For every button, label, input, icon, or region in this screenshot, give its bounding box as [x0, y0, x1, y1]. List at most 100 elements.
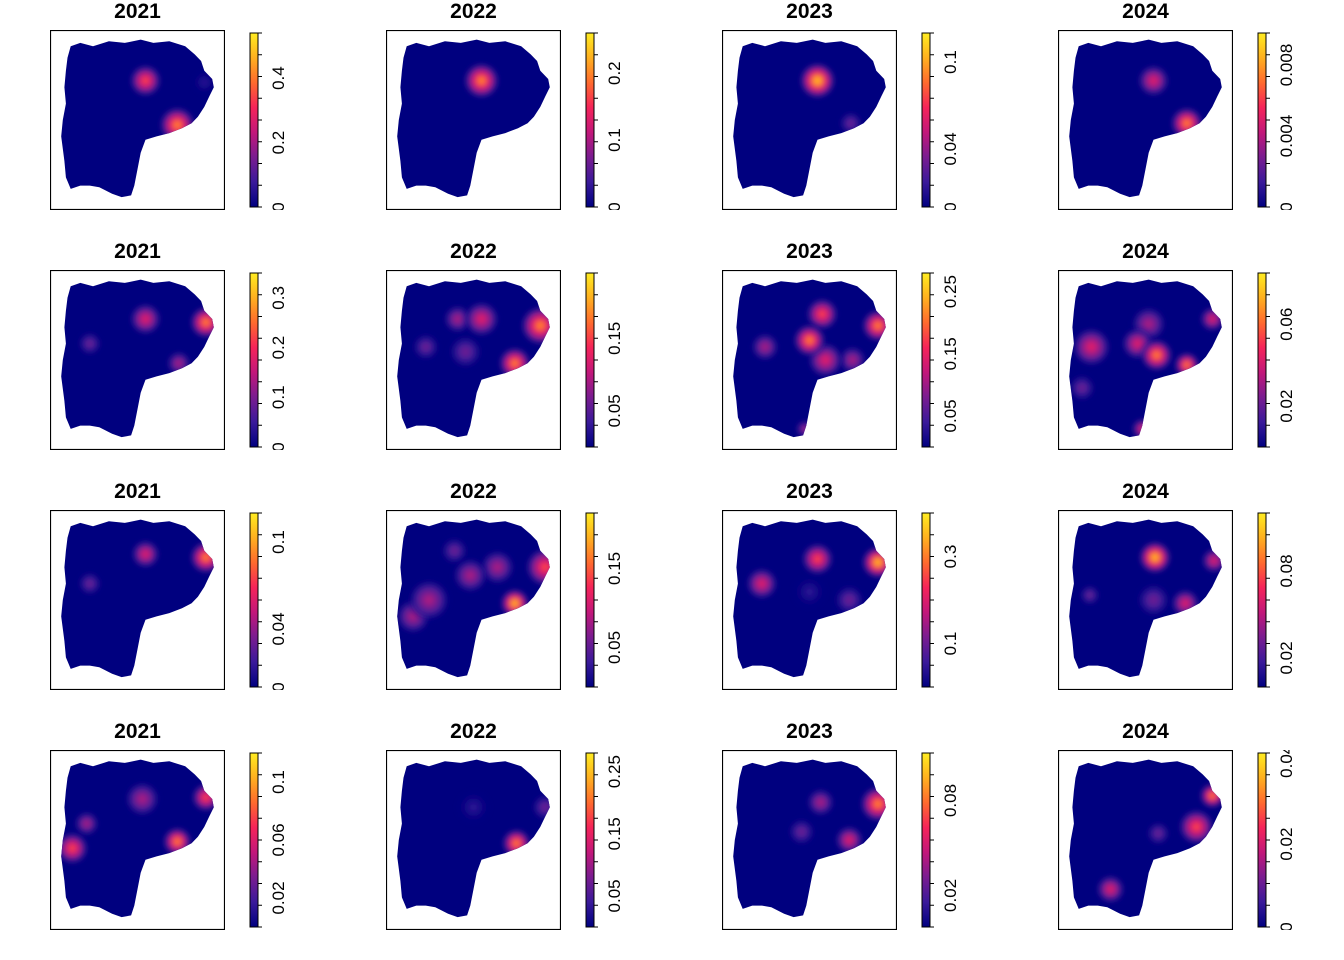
hotspot [499, 347, 531, 379]
hotspot [456, 789, 491, 825]
colorbar-tick-label: 0.25 [605, 755, 624, 788]
map-region [1069, 519, 1222, 678]
map-region [1069, 759, 1222, 918]
hotspot [835, 826, 864, 854]
hotspot [1171, 589, 1200, 618]
colorbar: 0.05 0.15 [585, 512, 624, 688]
map-background [397, 39, 550, 198]
map-frame [50, 750, 225, 930]
map-region [1069, 39, 1222, 198]
map-frame [50, 30, 225, 210]
map-frame [1058, 30, 1233, 210]
map-region [61, 759, 214, 918]
colorbar-tick-label: 0.3 [269, 286, 288, 310]
hotspot [159, 107, 195, 143]
hotspot [61, 832, 88, 864]
map-region [61, 279, 214, 438]
map-frame [722, 510, 897, 690]
hotspot [1140, 339, 1173, 371]
colorbar: 0 0.004 0.008 [1257, 32, 1296, 210]
colorbar-tick-label: 0.06 [269, 823, 288, 856]
hotspot [751, 332, 779, 361]
map-background [1069, 759, 1222, 918]
panel-title: 2021 [114, 240, 161, 263]
map-frame [1058, 750, 1233, 930]
colorbar-tick-label: 0.1 [941, 50, 960, 74]
density-map [722, 750, 897, 930]
colorbar-tick-label: 0.04 [941, 132, 960, 165]
colorbar-tick-label: 0.1 [269, 770, 288, 794]
hotspot [1171, 107, 1203, 139]
map-frame [386, 750, 561, 930]
colorbar-gradient [585, 512, 595, 688]
colorbar-tick-label: 0 [269, 682, 288, 690]
density-map [50, 270, 225, 450]
map-frame [722, 750, 897, 930]
hotspot [1200, 306, 1222, 332]
colorbar-tick-label: 0.15 [605, 322, 624, 355]
hotspot [191, 783, 214, 812]
map-region [397, 759, 550, 918]
colorbar-tick-label: 0.1 [941, 632, 960, 656]
hotspot [1146, 821, 1171, 846]
density-map [386, 510, 561, 690]
map-region [733, 279, 886, 438]
map-background [61, 279, 214, 438]
panel-title: 2021 [114, 720, 161, 743]
hotspot [792, 574, 827, 610]
map-region [397, 279, 550, 438]
hotspot [1079, 584, 1101, 606]
colorbar-tick-label: 0.3 [941, 545, 960, 569]
hotspot [443, 305, 472, 333]
colorbar: 0 0.04 0.1 [249, 512, 288, 690]
map-background [61, 519, 214, 678]
hotspot [1069, 373, 1096, 402]
colorbar-tick-label: 0.04 [1277, 750, 1296, 778]
hotspot [190, 306, 214, 338]
density-map [50, 750, 225, 930]
colorbar-tick-label: 0.1 [605, 128, 624, 152]
colorbar-tick-label: 0.1 [269, 530, 288, 554]
map-region [733, 39, 886, 198]
colorbar-gradient [921, 512, 931, 688]
hotspot [448, 334, 483, 370]
hotspot [440, 536, 469, 565]
hotspot [166, 351, 191, 376]
colorbar-tick-label: 0 [1277, 202, 1296, 210]
heatmap-panel-2023-row3: 2023 0.1 0.3 [672, 480, 1008, 720]
colorbar-tick-label: 0 [605, 202, 624, 210]
hotspot [1201, 548, 1222, 573]
colorbar-tick-label: 0.4 [269, 66, 288, 90]
panel-title: 2024 [1122, 0, 1169, 23]
colorbar: 0 0.2 0.4 [249, 32, 288, 210]
hotspot [860, 786, 886, 822]
colorbar-tick-label: 0 [269, 442, 288, 450]
hotspot [1131, 418, 1153, 438]
hotspot [1137, 64, 1170, 97]
heatmap-panel-2024-row3: 2024 0.02 0.08 [1008, 480, 1344, 720]
heatmap-panel-2022-row4: 2022 0.05 0.15 0.25 [336, 720, 672, 960]
colorbar-gradient [921, 272, 931, 448]
map-frame [50, 270, 225, 450]
hotspot [502, 829, 531, 858]
hotspot [124, 781, 160, 817]
colorbar: 0 0.1 0.2 [585, 32, 624, 210]
colorbar-gradient [585, 752, 595, 928]
map-background [61, 39, 214, 198]
colorbar-tick-label: 0.04 [269, 612, 288, 645]
map-frame [1058, 270, 1233, 450]
hotspot [1200, 783, 1222, 808]
density-map [1058, 270, 1233, 450]
heatmap-panel-2021-row3: 2021 0 0.04 0.1 [0, 480, 336, 720]
hotspot [129, 64, 162, 97]
colorbar: 0.1 0.3 [921, 512, 960, 688]
colorbar-gradient [1257, 752, 1267, 928]
colorbar-tick-label: 0.008 [1277, 44, 1296, 87]
map-region [397, 39, 550, 198]
hotspot [787, 817, 816, 846]
colorbar: 0 0.1 0.2 0.3 [249, 272, 288, 450]
hotspot [746, 567, 778, 600]
colorbar-gradient [1257, 272, 1267, 448]
hotspot [163, 827, 192, 856]
